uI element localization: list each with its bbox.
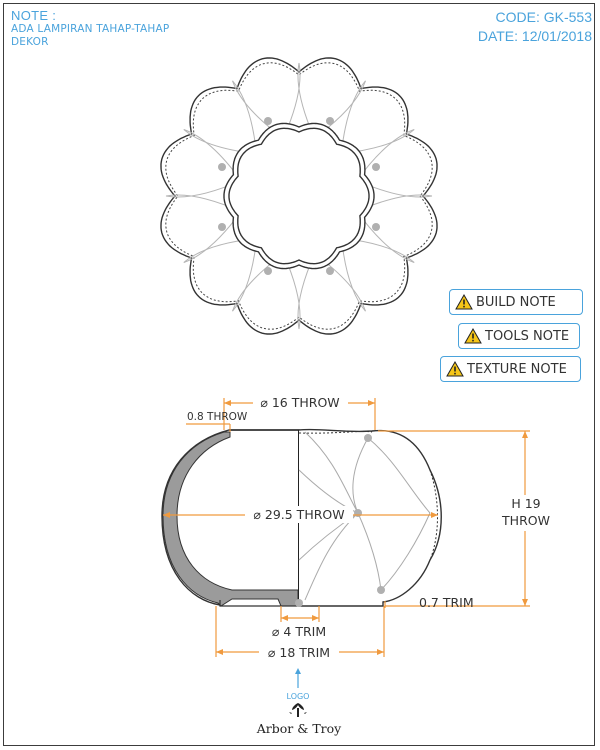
meta-block: CODE: GK-553 DATE: 12/01/2018 bbox=[478, 8, 592, 46]
petal-dot bbox=[218, 223, 226, 231]
drawing-frame bbox=[3, 3, 595, 746]
petal-dot bbox=[218, 163, 226, 171]
note-line-1: ADA LAMPIRAN TAHAP-TAHAP bbox=[11, 23, 170, 35]
petal-dot bbox=[264, 267, 272, 275]
code-label: CODE: GK-553 bbox=[495, 9, 592, 25]
dim-label-bg bbox=[253, 394, 348, 411]
tools-note-label: TOOLS NOTE bbox=[485, 328, 570, 344]
note-title: NOTE : bbox=[11, 8, 57, 23]
body-diameter-label: ⌀ 29.5 THROW bbox=[253, 507, 344, 522]
warning-icon bbox=[446, 361, 464, 377]
lip-label: 0.8 THROW bbox=[187, 411, 248, 423]
petal-dot bbox=[326, 267, 334, 275]
petal-dot bbox=[264, 117, 272, 125]
date-label: DATE: 12/01/2018 bbox=[477, 28, 592, 44]
base-diameter-label: ⌀ 18 TRIM bbox=[268, 645, 330, 660]
build-note-button[interactable]: BUILD NOTE bbox=[449, 289, 583, 315]
note-block: NOTE : ADA LAMPIRAN TAHAP-TAHAP DEKOR bbox=[11, 8, 169, 49]
top-width-label: ⌀ 16 THROW bbox=[260, 395, 339, 410]
top-dashed-outline bbox=[165, 62, 433, 330]
dim-label-bg bbox=[259, 644, 339, 660]
petal-dot bbox=[326, 117, 334, 125]
texture-note-label: TEXTURE NOTE bbox=[467, 361, 567, 377]
tree-logo-icon bbox=[289, 703, 307, 717]
dim-label-bg bbox=[497, 495, 552, 531]
petal-dot bbox=[354, 509, 362, 517]
foot-trim-label: 0.7 TRIM bbox=[419, 595, 474, 610]
top-view bbox=[160, 57, 438, 335]
note-line-2: DEKOR bbox=[11, 36, 49, 48]
warning-icon bbox=[464, 328, 482, 344]
petal-dot bbox=[295, 599, 303, 607]
petal-dot bbox=[372, 163, 380, 171]
rim-dashed bbox=[298, 430, 373, 434]
petal-dot bbox=[372, 223, 380, 231]
arrow-up-icon bbox=[295, 668, 301, 688]
top-inner-rim-inner bbox=[228, 127, 370, 265]
texture-note-button[interactable]: TEXTURE NOTE bbox=[440, 356, 581, 382]
dim-label-bg bbox=[245, 506, 353, 523]
inner-base-label: ⌀ 4 TRIM bbox=[272, 624, 326, 639]
petal-dot bbox=[364, 434, 372, 442]
logo-label: LOGO bbox=[287, 692, 310, 701]
tools-note-button[interactable]: TOOLS NOTE bbox=[458, 323, 580, 349]
side-dashed bbox=[429, 469, 438, 561]
warning-icon bbox=[455, 294, 473, 310]
dimension-lines bbox=[163, 398, 530, 657]
height-label: H 19 bbox=[511, 496, 540, 511]
build-note-label: BUILD NOTE bbox=[476, 294, 556, 310]
petal-dot bbox=[377, 586, 385, 594]
base-line-left bbox=[219, 600, 299, 607]
brand-name: Arbor & Troy bbox=[256, 721, 342, 736]
height-unit-label: THROW bbox=[501, 513, 550, 528]
